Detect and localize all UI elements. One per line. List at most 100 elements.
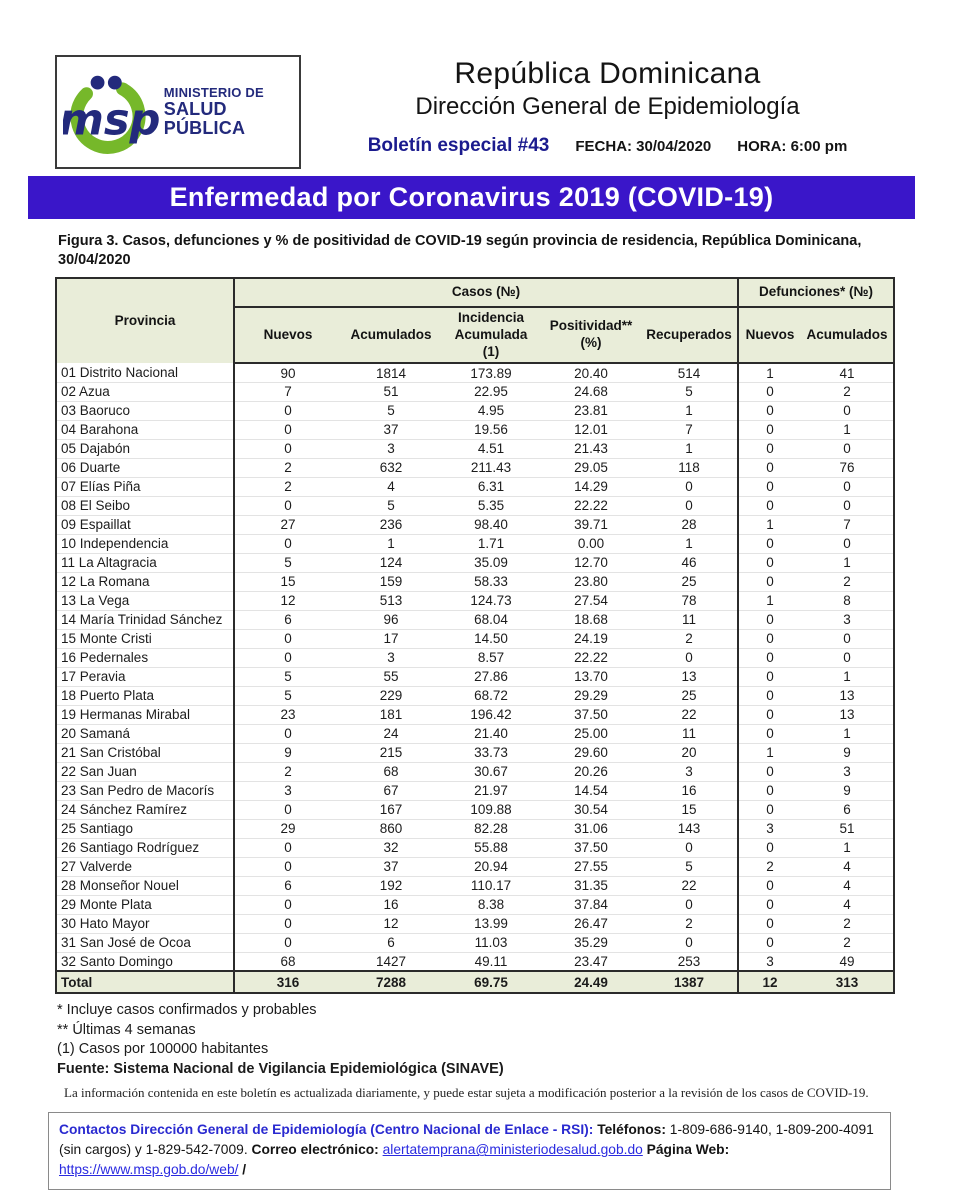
value-cell: 253	[641, 952, 738, 972]
value-cell: 29.60	[541, 743, 641, 763]
value-cell: 3	[233, 781, 341, 801]
web-link[interactable]: https://www.msp.gob.do/web/	[59, 1162, 239, 1178]
table-row: 22 San Juan 2 68 30.67 20.26 3 0 3	[56, 762, 894, 782]
table-row: 28 Monseñor Nouel 6 192 110.17 31.35 22 0 4	[56, 876, 894, 896]
value-cell: 22	[641, 705, 738, 725]
value-cell: 46	[641, 553, 738, 573]
value-cell: 2	[801, 914, 894, 934]
value-cell: 4	[801, 876, 894, 896]
value-cell: 51	[341, 382, 441, 402]
column-header-def-acumulados: Acumulados	[801, 307, 894, 365]
value-cell: 0.00	[541, 534, 641, 554]
value-cell: 1	[341, 534, 441, 554]
value-cell: 37	[341, 857, 441, 877]
value-cell: 76	[801, 458, 894, 478]
value-cell: 55.88	[441, 838, 541, 858]
value-cell: 15	[641, 800, 738, 820]
value-cell: 0	[233, 534, 341, 554]
logo-salud-publica-text: SALUD PÚBLICA	[163, 98, 246, 138]
value-cell: 2	[801, 572, 894, 592]
bulletin-number: Boletín especial #43	[367, 135, 550, 156]
table-row: 25 Santiago 29 860 82.28 31.06 143 3 51	[56, 819, 894, 839]
value-cell: 1814	[341, 363, 441, 383]
value-cell: 21.97	[441, 781, 541, 801]
value-cell: 0	[737, 553, 801, 573]
value-cell: 35.09	[441, 553, 541, 573]
province-cell: 19 Hermanas Mirabal	[56, 705, 234, 725]
table-row: 11 La Altagracia 5 124 35.09 12.70 46 0 1	[56, 553, 894, 573]
email-link[interactable]: alertatemprana@ministeriodesalud.gob.do	[382, 1142, 643, 1158]
value-cell: 14.54	[541, 781, 641, 801]
province-cell: 24 Sánchez Ramírez	[56, 800, 234, 820]
value-cell: 27.54	[541, 591, 641, 611]
value-cell: 2	[233, 762, 341, 782]
value-cell: 13	[801, 705, 894, 725]
value-cell: 20.94	[441, 857, 541, 877]
value-cell: 1	[737, 591, 801, 611]
total-value-cell: 69.75	[441, 970, 541, 995]
value-cell: 32	[341, 838, 441, 858]
value-cell: 124	[341, 553, 441, 573]
value-cell: 21.40	[441, 724, 541, 744]
value-cell: 90	[233, 363, 341, 383]
value-cell: 96	[341, 610, 441, 630]
value-cell: 24.68	[541, 382, 641, 402]
value-cell: 28	[641, 515, 738, 535]
value-cell: 6.31	[441, 477, 541, 497]
value-cell: 12.01	[541, 420, 641, 440]
column-header-incidencia: Incidencia Acumulada (1)	[441, 307, 541, 365]
value-cell: 0	[737, 572, 801, 592]
table-row: 03 Baoruco 0 5 4.95 23.81 1 0 0	[56, 401, 894, 421]
value-cell: 0	[233, 648, 341, 668]
province-cell: 23 San Pedro de Macorís	[56, 781, 234, 801]
total-label-cell: Total	[56, 970, 234, 995]
value-cell: 143	[641, 819, 738, 839]
value-cell: 8.57	[441, 648, 541, 668]
value-cell: 0	[801, 496, 894, 516]
value-cell: 0	[233, 724, 341, 744]
value-cell: 514	[641, 363, 738, 383]
value-cell: 31.06	[541, 819, 641, 839]
value-cell: 12	[341, 914, 441, 934]
footnote: Fuente: Sistema Nacional de Vigilancia E…	[57, 1060, 504, 1077]
value-cell: 25	[641, 686, 738, 706]
value-cell: 0	[737, 895, 801, 915]
value-cell: 110.17	[441, 876, 541, 896]
value-cell: 0	[641, 933, 738, 953]
province-cell: 31 San José de Ocoa	[56, 933, 234, 953]
table-row: 32 Santo Domingo 68 1427 49.11 23.47 253 3 49	[56, 952, 894, 972]
table-row: 24 Sánchez Ramírez 0 167 109.88 30.54 15 0 6	[56, 800, 894, 820]
table-header: Provincia Casos (№) Defunciones* (№) Nue…	[56, 278, 894, 365]
value-cell: 16	[641, 781, 738, 801]
value-cell: 0	[233, 914, 341, 934]
value-cell: 0	[801, 477, 894, 497]
value-cell: 29.29	[541, 686, 641, 706]
value-cell: 68.04	[441, 610, 541, 630]
value-cell: 5	[641, 857, 738, 877]
value-cell: 22.22	[541, 648, 641, 668]
table-row: 01 Distrito Nacional 90 1814 173.89 20.40 514…	[56, 363, 894, 383]
value-cell: 68.72	[441, 686, 541, 706]
value-cell: 1	[801, 553, 894, 573]
value-cell: 49.11	[441, 952, 541, 972]
table-row: 17 Peravia 5 55 27.86 13.70 13 0 1	[56, 667, 894, 687]
value-cell: 26.47	[541, 914, 641, 934]
value-cell: 1.71	[441, 534, 541, 554]
value-cell: 30.54	[541, 800, 641, 820]
value-cell: 2	[233, 458, 341, 478]
value-cell: 0	[233, 401, 341, 421]
value-cell: 7	[233, 382, 341, 402]
value-cell: 78	[641, 591, 738, 611]
province-cell: 01 Distrito Nacional	[56, 363, 234, 383]
value-cell: 2	[641, 629, 738, 649]
value-cell: 0	[737, 933, 801, 953]
value-cell: 9	[801, 781, 894, 801]
value-cell: 3	[737, 952, 801, 972]
table-row: 16 Pedernales 0 3 8.57 22.22 0 0 0	[56, 648, 894, 668]
province-cell: 17 Peravia	[56, 667, 234, 687]
value-cell: 16	[341, 895, 441, 915]
value-cell: 3	[801, 610, 894, 630]
province-cell: 26 Santiago Rodríguez	[56, 838, 234, 858]
value-cell: 7	[801, 515, 894, 535]
value-cell: 173.89	[441, 363, 541, 383]
